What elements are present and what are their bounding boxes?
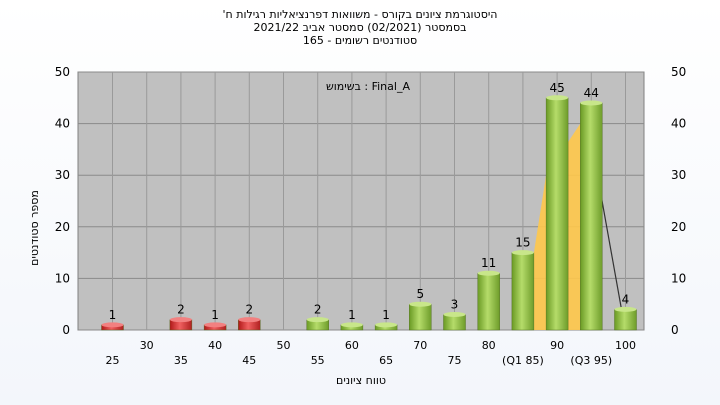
data-label: 5 <box>416 287 424 301</box>
bar-100 <box>614 306 637 331</box>
y-tick-label-right: 30 <box>671 168 686 182</box>
y-tick-label-right: 10 <box>671 271 686 285</box>
median-line <box>598 185 623 310</box>
x-axis-label: טווח ציונים <box>336 374 386 387</box>
y-tick-label-left: 0 <box>62 323 70 337</box>
x-tick-label: 80 <box>482 339 496 352</box>
chart-title-line-1: 'היסטוגרמת ציונים בקורס - משוואות דפרנצי… <box>222 8 498 21</box>
x-tick-label: 35 <box>174 354 188 367</box>
data-label: 2 <box>245 303 253 317</box>
data-label: 2 <box>177 303 185 317</box>
x-tick-label: 70 <box>413 339 427 352</box>
bar-75 <box>443 312 466 331</box>
x-tick-label: 60 <box>345 339 359 352</box>
y-tick-label-right: 0 <box>671 323 679 337</box>
chart-title-line-2: בסמסטר (02/2021) סמסטר אביב 2021/22 <box>253 21 467 34</box>
bar-90 <box>545 95 569 331</box>
data-label: 11 <box>481 256 496 270</box>
data-label: 3 <box>451 298 459 312</box>
bars <box>101 95 637 331</box>
x-tick-label: 45 <box>242 354 256 367</box>
y-tick-label-left: 50 <box>55 65 70 79</box>
y-tick-label-left: 10 <box>55 271 70 285</box>
data-label: 44 <box>584 86 599 100</box>
data-label: 1 <box>211 308 219 322</box>
y-axis-label: מספר סטודנטים <box>28 190 41 266</box>
data-label: 1 <box>382 308 390 322</box>
data-label: 1 <box>109 308 117 322</box>
bar-80 <box>477 270 500 331</box>
data-label: 15 <box>515 236 530 250</box>
bar-65 <box>374 322 398 331</box>
x-tick-label: 75 <box>448 354 462 367</box>
y-tick-label-right: 40 <box>671 117 686 131</box>
y-tick-label-left: 40 <box>55 117 70 131</box>
x-tick-label: 55 <box>311 354 325 367</box>
bar-55 <box>306 317 329 331</box>
bar-25 <box>101 322 124 331</box>
bar-45 <box>238 317 261 331</box>
annotation-label: בשימוש : Final_A <box>326 80 410 93</box>
y-tick-label-right: 20 <box>671 220 686 234</box>
x-tick-label: (Q1 85) <box>502 354 544 367</box>
data-label: 45 <box>549 81 564 95</box>
bar-35 <box>169 317 193 331</box>
x-tick-label: 25 <box>106 354 120 367</box>
bar-40 <box>203 322 227 331</box>
x-tick-label: (Q3 95) <box>570 354 612 367</box>
chart-title-block: 'היסטוגרמת ציונים בקורס - משוואות דפרנצי… <box>0 8 720 47</box>
x-tick-label: 30 <box>140 339 154 352</box>
chart-title-line-3: סטודנטים רשומים - 165 <box>302 34 418 47</box>
x-tick-label: 65 <box>379 354 393 367</box>
y-tick-label-left: 20 <box>55 220 70 234</box>
data-label: 4 <box>622 292 630 306</box>
data-label: 2 <box>314 303 322 317</box>
bar-85 <box>511 250 535 331</box>
y-tick-label-right: 50 <box>671 65 686 79</box>
data-label: 1 <box>348 308 356 322</box>
bar-60 <box>340 322 364 331</box>
bar-95 <box>580 100 603 331</box>
y-tick-label-left: 30 <box>55 168 70 182</box>
bar-70 <box>409 301 432 331</box>
x-tick-label: 100 <box>615 339 636 352</box>
x-tick-label: 90 <box>550 339 564 352</box>
x-tick-label: 40 <box>208 339 222 352</box>
x-tick-label: 50 <box>277 339 291 352</box>
